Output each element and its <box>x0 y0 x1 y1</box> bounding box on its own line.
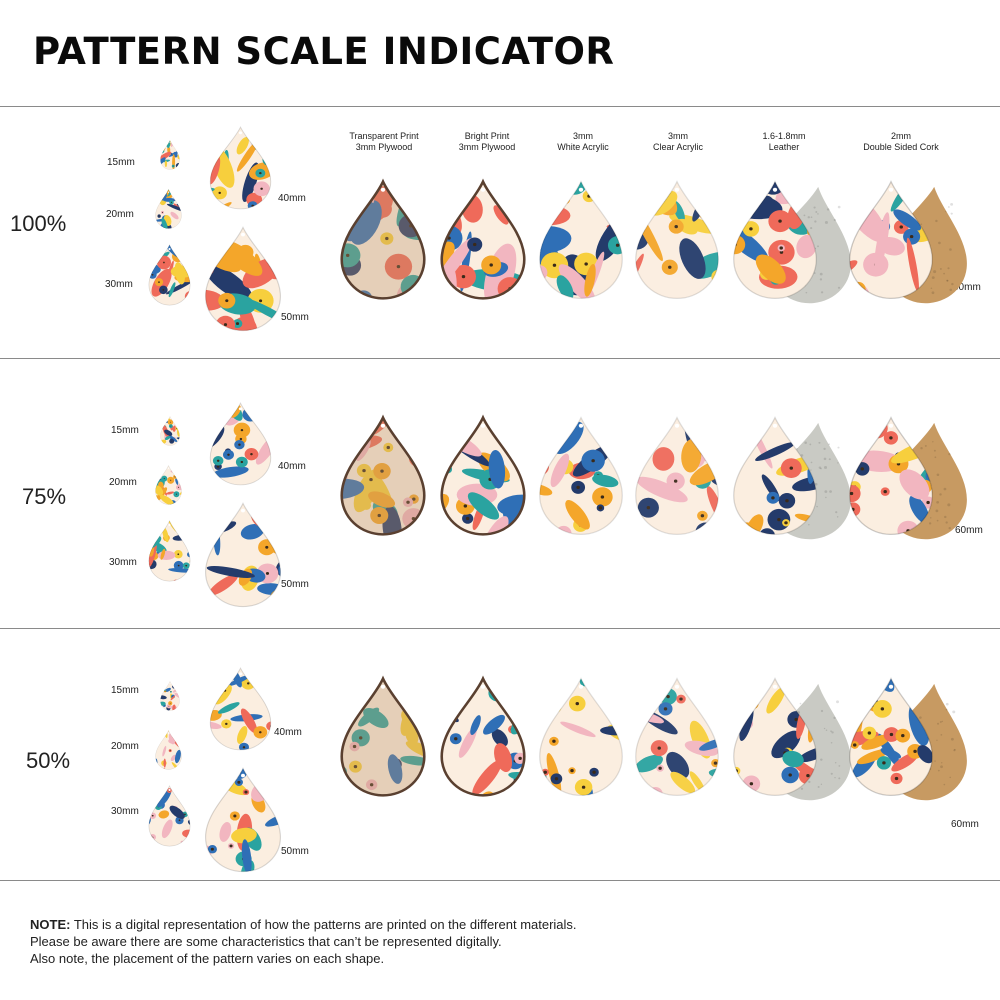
swatch-20mm <box>155 189 182 229</box>
scale-label-50: 50% <box>26 748 71 773</box>
size-label-40mm: 40mm <box>274 727 302 738</box>
swatch-bright-plywood <box>440 178 526 300</box>
swatch-50mm <box>204 767 282 873</box>
swatch-transparent-plywood <box>340 178 426 300</box>
swatch-cork <box>848 677 967 801</box>
size-label-50mm: 50mm <box>281 846 309 857</box>
material-label-bright-plywood: Bright Print 3mm Plywood <box>458 131 516 152</box>
material-label-leather: 1.6-1.8mm Leather <box>762 131 806 152</box>
swatch-15mm <box>160 416 180 446</box>
scale-label-75: 75% <box>22 484 67 509</box>
divider-bottom <box>0 880 1000 881</box>
note-line-2: Please be aware there are some character… <box>30 934 502 949</box>
page-title: PATTERN SCALE INDICATOR <box>33 30 615 73</box>
swatch-50mm <box>204 502 282 608</box>
swatch-leather <box>732 416 851 540</box>
swatch-clear-acrylic <box>634 180 720 300</box>
size-label-60mm: 60mm <box>955 525 983 536</box>
size-label-15mm: 15mm <box>111 425 139 436</box>
swatch-leather <box>732 180 851 304</box>
size-label-60mm: 60mm <box>953 282 981 293</box>
size-label-30mm: 30mm <box>109 557 137 568</box>
swatch-white-acrylic <box>538 677 624 797</box>
swatch-40mm <box>209 402 272 486</box>
swatch-20mm <box>155 465 182 505</box>
note-line-1: This is a digital representation of how … <box>70 917 577 932</box>
note-line-3: Also note, the placement of the pattern … <box>30 951 385 966</box>
disclaimer-note: NOTE: This is a digital representation o… <box>30 916 577 967</box>
note-label: NOTE: <box>30 917 71 932</box>
size-label-20mm: 20mm <box>109 477 137 488</box>
swatch-40mm <box>209 126 272 210</box>
swatch-15mm <box>160 140 180 170</box>
divider-top <box>0 106 1000 107</box>
swatch-white-acrylic <box>538 180 624 300</box>
size-label-60mm: 60mm <box>951 819 979 830</box>
size-label-15mm: 15mm <box>111 685 139 696</box>
material-label-white-acrylic: 3mm White Acrylic <box>557 131 609 152</box>
material-label-cork: 2mm Double Sided Cork <box>863 131 939 152</box>
swatch-30mm <box>148 785 191 847</box>
swatch-bright-plywood <box>440 414 526 536</box>
swatch-15mm <box>160 681 180 711</box>
swatch-white-acrylic <box>538 416 624 536</box>
material-label-transparent-plywood: Transparent Print 3mm Plywood <box>349 131 419 152</box>
swatch-30mm <box>148 520 191 582</box>
size-label-40mm: 40mm <box>278 461 306 472</box>
size-label-20mm: 20mm <box>111 741 139 752</box>
size-label-50mm: 50mm <box>281 312 309 323</box>
swatch-40mm <box>209 667 272 751</box>
swatch-clear-acrylic <box>634 677 720 797</box>
material-label-clear-acrylic: 3mm Clear Acrylic <box>652 131 703 152</box>
swatch-cork <box>848 180 967 304</box>
swatch-transparent-plywood <box>340 675 426 797</box>
divider-2 <box>0 628 1000 629</box>
size-label-15mm: 15mm <box>107 157 135 168</box>
size-label-30mm: 30mm <box>111 806 139 817</box>
swatch-20mm <box>155 730 182 770</box>
size-label-20mm: 20mm <box>106 209 134 220</box>
swatch-transparent-plywood <box>340 414 426 536</box>
swatch-30mm <box>148 244 191 306</box>
swatch-cork <box>848 416 967 540</box>
swatch-50mm <box>204 226 282 332</box>
scale-label-100: 100% <box>10 211 67 236</box>
swatch-bright-plywood <box>440 675 526 797</box>
size-label-40mm: 40mm <box>278 193 306 204</box>
size-label-50mm: 50mm <box>281 579 309 590</box>
swatch-leather <box>732 677 851 801</box>
divider-1 <box>0 358 1000 359</box>
size-label-30mm: 30mm <box>105 279 133 290</box>
swatch-clear-acrylic <box>634 416 720 536</box>
